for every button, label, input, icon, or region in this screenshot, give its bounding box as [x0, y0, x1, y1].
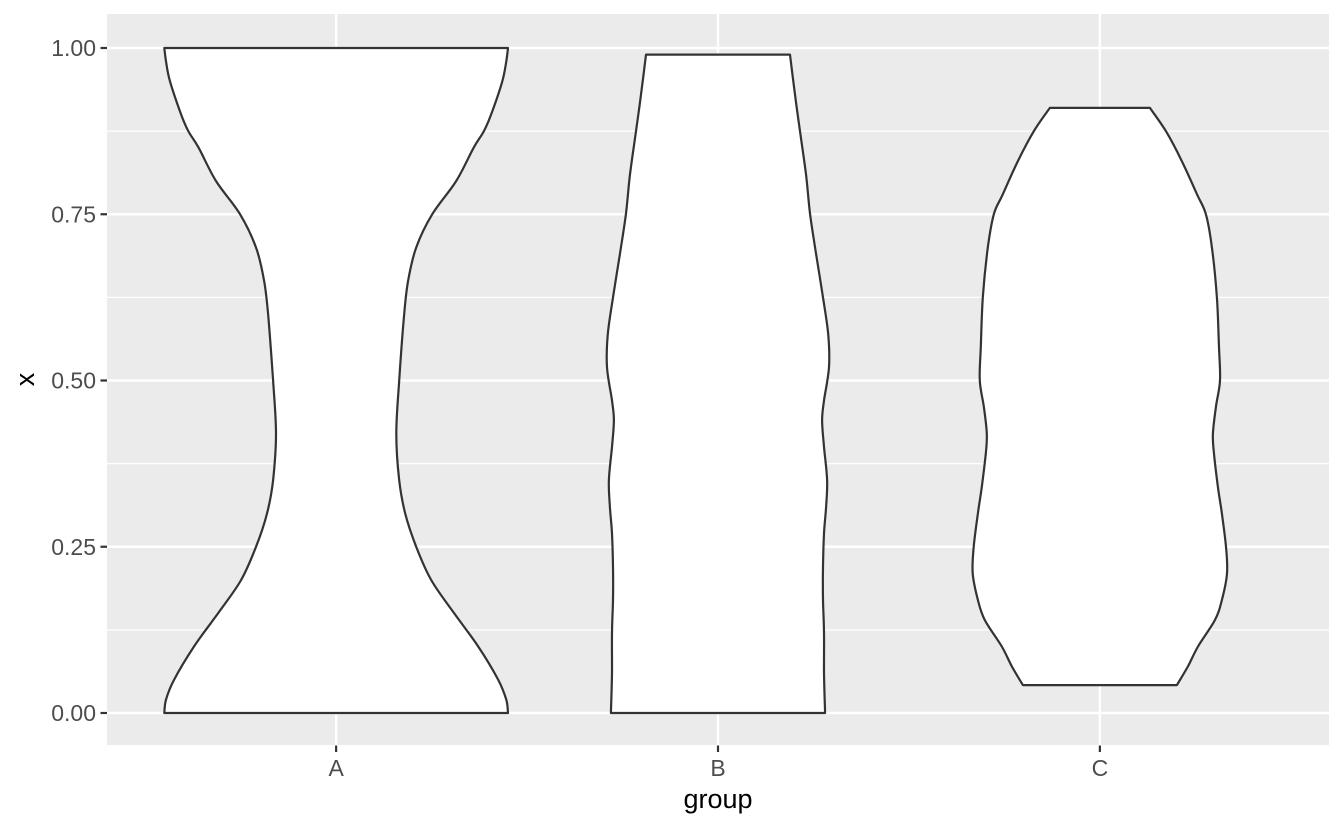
y-tick-label-1.00: 1.00 — [51, 35, 96, 61]
violins — [163, 46, 1229, 715]
plot-generated-layers: 0.00 0.25 0.50 0.75 1.00 A B C — [51, 14, 1329, 781]
x-tick-label-B: B — [710, 755, 725, 781]
x-axis-title: group — [683, 784, 752, 814]
y-tick-label-0.00: 0.00 — [51, 700, 96, 726]
y-axis-title-group: x — [10, 372, 40, 386]
violin-A — [163, 46, 510, 715]
y-tick-label-0.75: 0.75 — [51, 201, 96, 227]
y-tick-label-0.25: 0.25 — [51, 534, 96, 560]
x-tick-label-C: C — [1092, 755, 1109, 781]
violin-C — [971, 106, 1229, 687]
y-tick-label-0.50: 0.50 — [51, 368, 96, 394]
y-axis-title: x — [10, 372, 40, 386]
x-tick-label-A: A — [328, 755, 344, 781]
axis-ticks-and-labels: 0.00 0.25 0.50 0.75 1.00 A B C — [51, 35, 1108, 781]
violin-B — [605, 53, 831, 715]
